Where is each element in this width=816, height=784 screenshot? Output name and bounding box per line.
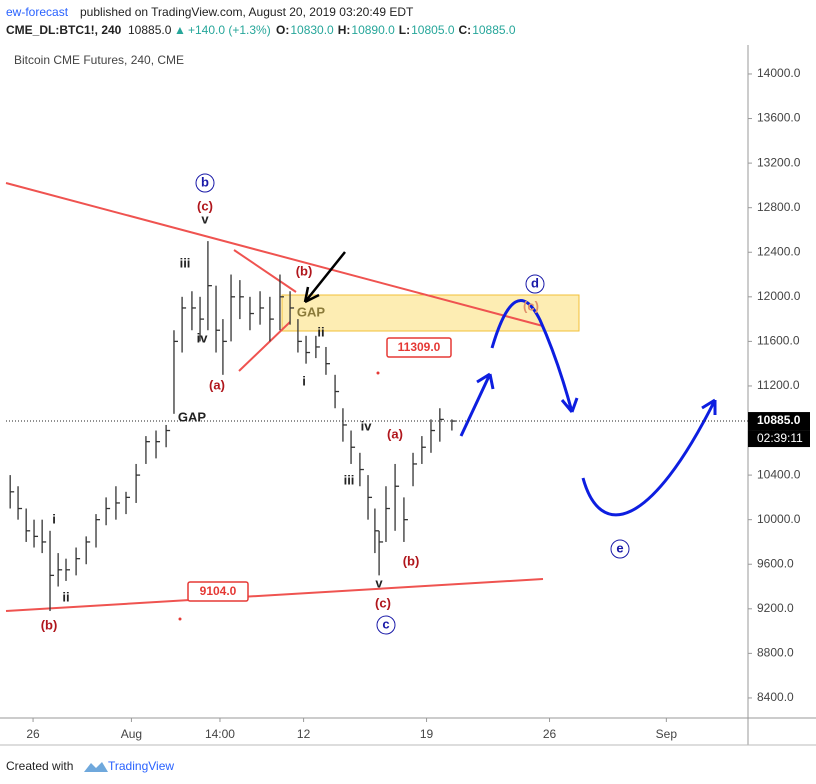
x-tick-label: 26: [26, 727, 40, 741]
arrow: ▲: [174, 23, 186, 37]
ohlc-value: 10830.0: [290, 23, 334, 37]
ohlc-key: O:: [276, 23, 289, 37]
x-tick-label: Aug: [121, 727, 142, 741]
wave-label: ii: [317, 324, 324, 339]
x-tick-label: 26: [543, 727, 557, 741]
x-tick-label: 14:00: [205, 727, 235, 741]
x-tick-label: 12: [297, 727, 311, 741]
trendline: [5, 578, 544, 612]
y-tick-label: 12400.0: [757, 244, 801, 258]
last-price-label: 10885.0: [757, 413, 801, 427]
wave-label: (b): [41, 617, 58, 632]
wave-label: v: [201, 211, 209, 226]
wave-label: iii: [180, 255, 191, 270]
gap-zone: [281, 294, 580, 332]
wave-label: iv: [361, 418, 373, 433]
wave-label: (c): [523, 298, 539, 313]
countdown-box: [748, 430, 810, 448]
black-arrow: [303, 251, 346, 304]
price-box: [187, 581, 249, 602]
price-label: 11309.0: [398, 340, 441, 354]
wave-label: i: [302, 373, 306, 388]
symbol: CME_DL:BTC1!, 240: [6, 23, 122, 37]
ohlc-value: 10805.0: [411, 23, 455, 37]
trendline: [238, 321, 291, 372]
circle: [610, 539, 630, 559]
wave-label: iii: [344, 472, 355, 487]
wave-label: ii: [62, 589, 69, 604]
x-tick-label: Sep: [656, 727, 678, 741]
ohlc-key: C:: [459, 23, 472, 37]
wave-label: i: [52, 511, 56, 526]
y-tick-label: 13600.0: [757, 111, 801, 125]
ohlc-value: 10890.0: [351, 23, 395, 37]
change: +140.0 (+1.3%): [188, 23, 271, 37]
trendline: [233, 249, 297, 293]
price-box: [386, 337, 452, 358]
ohlc-key: L:: [399, 23, 410, 37]
annotations: b (c) v iii iv (a) (b) GAP ii i GAP iv (…: [41, 173, 630, 635]
wave-label: e: [616, 540, 623, 555]
wave-label: (b): [403, 553, 420, 568]
wave-label: c: [382, 616, 389, 631]
blue-arrow: [581, 398, 717, 517]
circle: [376, 615, 396, 635]
wave-label: (c): [197, 198, 213, 213]
y-tick-label: 9200.0: [757, 601, 794, 615]
x-tick-label: 19: [420, 727, 434, 741]
y-tick-label: 8800.0: [757, 646, 794, 660]
gap-label: GAP: [178, 409, 207, 424]
countdown: 02:39:11: [757, 431, 803, 445]
footer-created: Created with: [6, 759, 73, 773]
circle: [195, 173, 215, 193]
y-tick-label: 11200.0: [757, 378, 800, 392]
y-tick-label: 8400.0: [757, 690, 794, 704]
circle: [525, 274, 545, 294]
wave-label: d: [531, 275, 539, 290]
last-price-box: [748, 412, 810, 431]
chart-title: Bitcoin CME Futures, 240, CME: [14, 53, 184, 67]
author[interactable]: ew-forecast: [6, 5, 69, 19]
ohlc-value: 10885.0: [472, 23, 516, 37]
trendline: [5, 182, 544, 327]
wave-label: (a): [387, 426, 403, 441]
anchor: [376, 371, 380, 375]
y-tick-label: 9600.0: [757, 556, 794, 570]
last: 10885.0: [128, 23, 172, 37]
y-tick-label: 13200.0: [757, 155, 801, 169]
logo: [84, 762, 108, 772]
wave-label: b: [201, 174, 209, 189]
y-tick-label: 10000.0: [757, 512, 801, 526]
y-tick-label: 12800.0: [757, 200, 801, 214]
wave-label: iv: [197, 330, 209, 345]
ohlc-header: O: 10830.0 H: 10890.0 L: 10805.0 C: 10885.0: [276, 23, 516, 37]
blue-arrow: [490, 299, 579, 413]
blue-arrow: [459, 372, 495, 437]
bars: [9, 241, 456, 612]
gap-label: GAP: [297, 304, 326, 319]
wave-label: (a): [209, 377, 225, 392]
footer-brand[interactable]: TradingView: [108, 759, 174, 773]
wave-label: (b): [296, 263, 313, 278]
axes: 8400.0 8800.0 9200.0 9600.0 10000.0 10400.0 10…: [6, 66, 810, 741]
y-tick-label: 14000.0: [757, 66, 801, 80]
wave-label: (c): [375, 595, 391, 610]
y-tick-label: 12000.0: [757, 289, 801, 303]
projection: [459, 299, 717, 517]
price-label: 9104.0: [200, 584, 237, 598]
y-tick-label: 10400.0: [757, 467, 801, 481]
ohlc-key: H:: [338, 23, 351, 37]
anchor: [178, 617, 182, 621]
y-tick-label: 11600.0: [757, 334, 800, 348]
published: published on TradingView.com, August 20,…: [80, 5, 414, 19]
wave-label: v: [375, 575, 383, 590]
